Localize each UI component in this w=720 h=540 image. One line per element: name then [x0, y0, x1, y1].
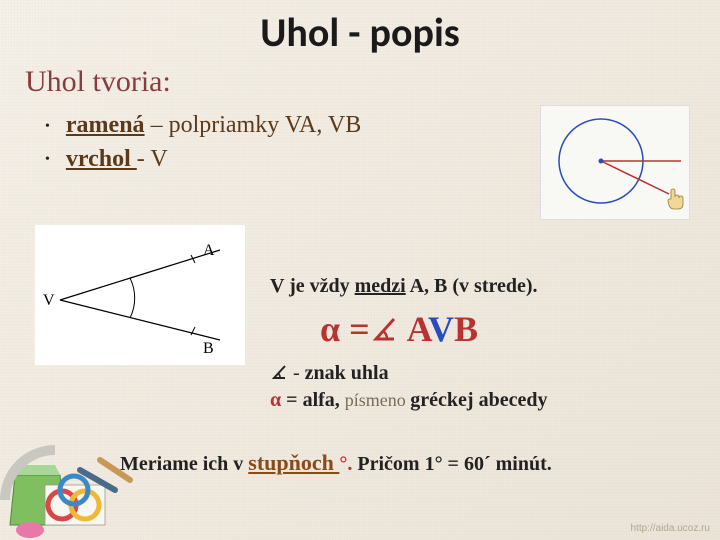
corner-art-icon	[0, 430, 140, 540]
bullet-dot-icon: •	[45, 152, 50, 167]
note-1: - znak uhla	[270, 360, 547, 387]
formula-alpha: α	[320, 309, 340, 349]
subtitle: Uhol tvoria:	[25, 65, 695, 99]
note-2: α = alfa, písmeno gréckej abecedy	[270, 387, 547, 414]
formula: α = AVB	[320, 308, 478, 350]
bullet-dot-icon: •	[45, 119, 50, 134]
note1-bold: znak uhla	[305, 362, 389, 384]
formula-a: A	[407, 309, 428, 349]
formula-v: V	[428, 309, 454, 349]
bottom-deg: °.	[339, 453, 352, 475]
bullet1-rest: – polpriamky VA, VB	[145, 112, 362, 138]
note2-bold: gréckej abecedy	[410, 389, 547, 411]
note2-grey: písmeno	[345, 390, 411, 410]
mid-post: A, B (v strede).	[406, 275, 538, 297]
note2-alpha: α	[270, 389, 281, 411]
formula-sp	[398, 309, 407, 349]
bottom-post: Pričom 1° = 60´ minút.	[352, 453, 551, 475]
bottom-u: stupňoch	[248, 450, 339, 475]
mid-sentence: V je vždy medzi A, B (v strede).	[270, 275, 538, 298]
mid-u: medzi	[355, 275, 406, 297]
note1-pre: -	[288, 362, 305, 384]
label-v: V	[43, 292, 55, 309]
angle-svg: A B V	[35, 225, 245, 365]
label-b: B	[203, 340, 214, 357]
formula-b: B	[454, 309, 478, 349]
angle-figure: A B V	[35, 225, 245, 365]
bottom-line: Meriame ich v stupňoch °. Pričom 1° = 60…	[120, 450, 552, 476]
angle-symbol-icon	[370, 315, 398, 345]
angle-symbol-small-icon	[270, 363, 288, 381]
label-a: A	[203, 242, 215, 259]
circle-figure	[540, 105, 690, 220]
note2-rest: = alfa,	[281, 389, 345, 411]
formula-eq: =	[340, 309, 370, 349]
notes: - znak uhla α = alfa, písmeno gréckej ab…	[270, 360, 547, 414]
hand-cursor-icon	[665, 187, 685, 213]
page-title: Uhol - popis	[25, 8, 695, 57]
bullet1-underline: ramená	[66, 112, 145, 138]
watermark: http://aida.ucoz.ru	[631, 523, 711, 534]
bullet2-rest: - V	[137, 146, 168, 172]
mid-pre: V je vždy	[270, 275, 355, 297]
bullet2-underline: vrchol	[66, 146, 137, 172]
